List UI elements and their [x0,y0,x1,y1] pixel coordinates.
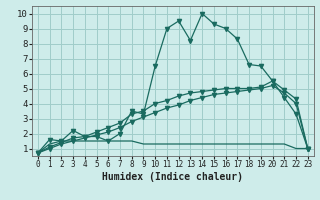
X-axis label: Humidex (Indice chaleur): Humidex (Indice chaleur) [102,172,243,182]
